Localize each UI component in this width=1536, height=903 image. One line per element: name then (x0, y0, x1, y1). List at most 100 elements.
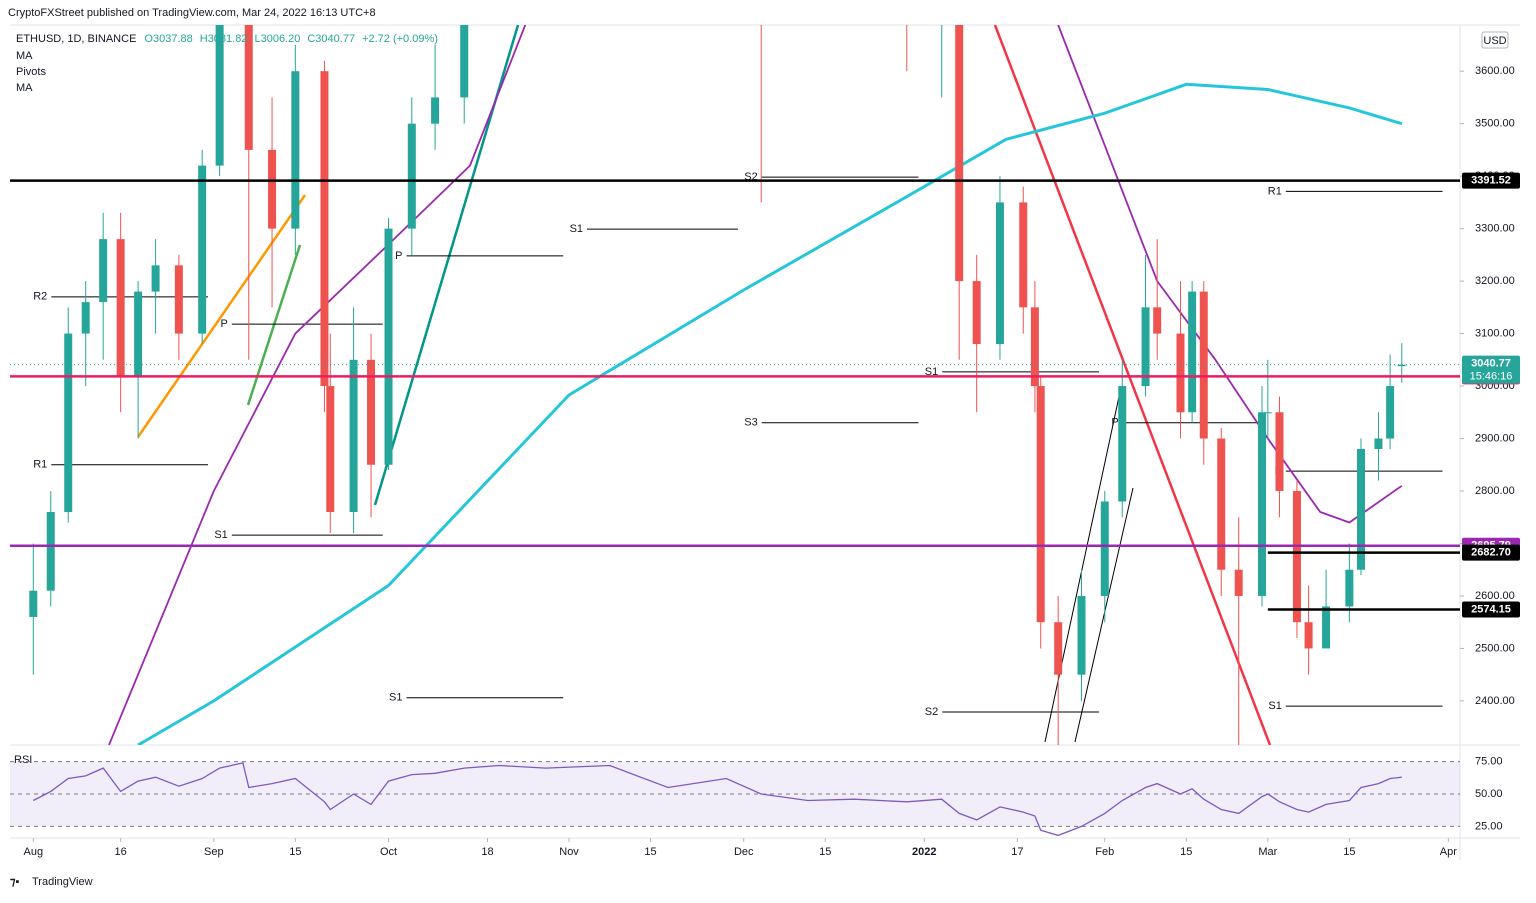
ohlc-value: O3037.88 (144, 33, 192, 45)
candle-body (81, 302, 90, 334)
candle-body (1100, 501, 1109, 596)
pivot-label: P (395, 250, 402, 262)
ohlc-value: +2.72 (+0.09%) (362, 33, 438, 45)
trendline (136, 194, 307, 438)
currency-box[interactable] (1481, 31, 1509, 49)
candle-body (1386, 386, 1395, 439)
candle-body (320, 71, 329, 387)
level-label: 3391.52 (1471, 174, 1511, 186)
x-tick-label: 15 (644, 846, 656, 858)
y-tick-label: 2500.00 (1475, 642, 1515, 654)
rsi-tick-label: 75.00 (1475, 756, 1503, 768)
x-tick-label: Apr (1440, 846, 1457, 858)
candle-body (1292, 491, 1301, 623)
candle-body (1188, 291, 1197, 413)
x-tick-label: 15 (1343, 846, 1355, 858)
candle-body (407, 123, 416, 229)
indicator-label: MA (16, 82, 33, 94)
candle-body (1141, 307, 1150, 387)
candle-body (1258, 412, 1267, 596)
y-tick-label: 2800.00 (1475, 485, 1515, 497)
x-tick-label: 15 (289, 846, 301, 858)
candle-body (29, 590, 38, 617)
candle-body (134, 291, 143, 376)
pivot-label: R1 (1268, 185, 1282, 197)
y-tick-label: 2900.00 (1475, 432, 1515, 444)
level-tag (1462, 172, 1520, 189)
candle-body (268, 149, 277, 229)
candle-body (1217, 438, 1226, 570)
publisher: CryptoFXStreet published on TradingView.… (8, 7, 376, 19)
x-tick-label: Sep (204, 846, 224, 858)
candle-body (1153, 307, 1162, 334)
candle-body (1345, 569, 1354, 607)
rsi-line (33, 762, 1402, 837)
candle-body (46, 511, 55, 591)
candle-body (244, 25, 253, 150)
ohlc-value: H3081.82 (200, 33, 248, 45)
candle-body (1030, 307, 1039, 387)
candle-body (1357, 449, 1366, 570)
x-tick-label: Oct (380, 846, 397, 858)
rsi-tick-label: 25.00 (1475, 820, 1503, 832)
x-tick-label: 15 (1180, 846, 1192, 858)
candle-body (1019, 202, 1028, 308)
trendline (246, 244, 302, 406)
candle-body (1118, 386, 1127, 502)
pivot-label: S1 (389, 692, 402, 704)
level-tag (1462, 544, 1520, 561)
candle-body (198, 165, 207, 334)
moving-average (137, 82, 1403, 745)
pivot-label: P (1111, 417, 1118, 429)
pivot-label: S1 (1268, 700, 1281, 712)
indicator-label: Pivots (16, 66, 46, 78)
candle-body (1199, 291, 1208, 439)
candle-body (1054, 622, 1063, 675)
x-tick-label: Mar (1258, 846, 1277, 858)
x-tick-label: 18 (481, 846, 493, 858)
candle-body (64, 333, 73, 512)
rsi-label: RSI (14, 754, 32, 766)
candle-body (972, 281, 981, 345)
pivot-label: S1 (925, 366, 938, 378)
candle-body (1374, 438, 1383, 450)
candle-body (215, 25, 224, 166)
candle-body (1263, 412, 1272, 414)
candle-body (1077, 595, 1086, 675)
candle-body (349, 359, 358, 512)
candle-body (116, 239, 125, 376)
x-tick-label: 2022 (912, 846, 936, 858)
last-price-tag (1462, 355, 1520, 384)
candle-body (1397, 364, 1406, 367)
pivot-label: S1 (570, 223, 583, 235)
x-tick-label: Aug (24, 846, 44, 858)
last-price: 3040.77 (1471, 358, 1511, 370)
x-tick-label: 17 (1011, 846, 1023, 858)
trendline (993, 25, 1272, 745)
rsi-tick-label: 50.00 (1475, 788, 1503, 800)
level-label: 2574.15 (1471, 603, 1511, 615)
level-tag (1462, 601, 1520, 618)
brand-logo[interactable]: ⁊▪ (10, 876, 19, 888)
y-tick-label: 3200.00 (1475, 275, 1515, 287)
ohlc-value: C3040.77 (307, 33, 355, 45)
level-label: 2682.70 (1471, 546, 1511, 558)
candle-body (995, 202, 1004, 345)
countdown: 15:46:16 (1470, 371, 1513, 383)
symbol: ETHUSD, 1D, BINANCE (16, 33, 136, 45)
pivot-label: R1 (33, 459, 47, 471)
currency: USD (1483, 35, 1506, 47)
pivot-label: S3 (744, 417, 757, 429)
ohlc-value: L3006.20 (254, 33, 300, 45)
trendline (1044, 391, 1121, 743)
candle-body (1176, 333, 1185, 413)
y-tick-label: 3600.00 (1475, 65, 1515, 77)
pivot-label: P (220, 318, 227, 330)
candle-body (291, 71, 300, 229)
y-tick-label: 2400.00 (1475, 695, 1515, 707)
pivot-label: R2 (33, 291, 47, 303)
y-tick-label: 3100.00 (1475, 327, 1515, 339)
x-tick-label: 16 (115, 846, 127, 858)
brand[interactable]: TradingView (32, 876, 93, 888)
x-tick-label: 15 (819, 846, 831, 858)
